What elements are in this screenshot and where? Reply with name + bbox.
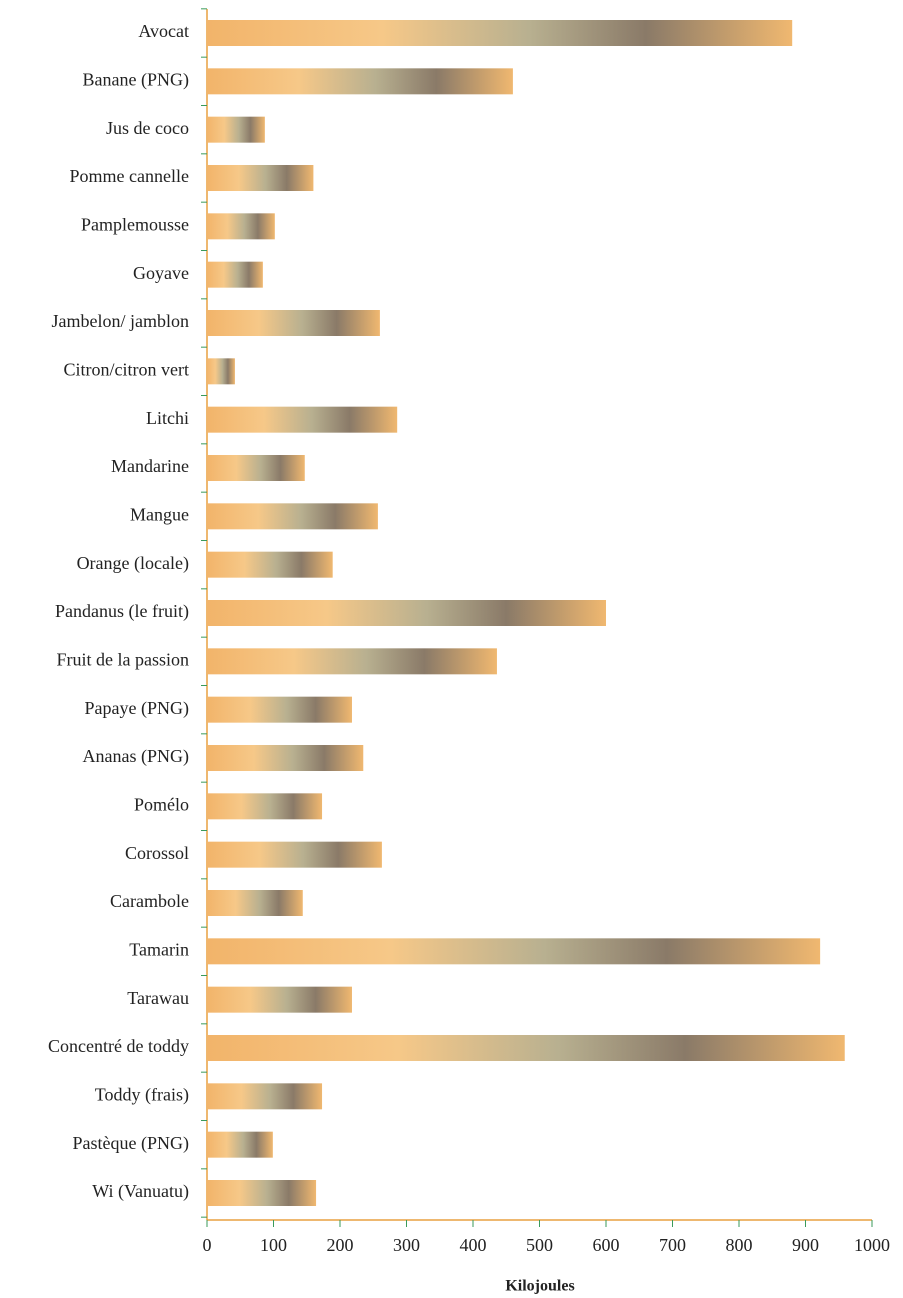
y-tick-label: Citron/citron vert	[64, 359, 189, 379]
bar	[207, 310, 380, 336]
bar	[207, 1131, 273, 1158]
bar	[207, 116, 265, 143]
bar	[207, 1083, 323, 1110]
y-tick-label: Pastèque (PNG)	[73, 1133, 189, 1154]
x-tick-label: 400	[460, 1235, 487, 1255]
bar	[207, 503, 378, 530]
bar	[207, 165, 314, 191]
y-tick-label: Orange (locale)	[77, 553, 189, 574]
bar	[207, 406, 398, 433]
x-tick-label: 1000	[854, 1235, 890, 1255]
y-tick-label: Litchi	[146, 408, 189, 428]
x-tick-label: 300	[393, 1235, 420, 1255]
y-tick-label: Avocat	[138, 21, 189, 41]
x-tick-label: 800	[726, 1235, 753, 1255]
bar	[207, 793, 323, 820]
bar	[207, 841, 382, 868]
y-tick-label: Pomélo	[134, 794, 189, 814]
bar	[207, 648, 497, 675]
bar	[207, 358, 235, 385]
y-tick-label: Papaye (PNG)	[85, 698, 189, 719]
bar	[207, 1180, 317, 1206]
bar	[207, 938, 821, 965]
y-tick-label: Wi (Vanuatu)	[92, 1181, 189, 1202]
y-tick-label: Carambole	[110, 891, 189, 911]
x-tick-label: 900	[792, 1235, 819, 1255]
bar	[207, 1035, 845, 1061]
x-tick-label: 500	[526, 1235, 553, 1255]
x-tick-label: 200	[327, 1235, 354, 1255]
x-axis-title: Kilojoules	[505, 1278, 574, 1295]
y-tick-label: Tamarin	[129, 939, 189, 959]
y-tick-label: Pomme cannelle	[70, 166, 189, 186]
y-tick-label: Toddy (frais)	[95, 1084, 189, 1105]
bar	[207, 745, 364, 771]
x-tick-label: 700	[659, 1235, 686, 1255]
y-tick-label: Jambelon/ jamblon	[52, 311, 189, 331]
x-tick-label: 0	[203, 1235, 212, 1255]
bar	[207, 213, 275, 240]
y-tick-label: Tarawau	[127, 988, 189, 1008]
bar	[207, 696, 352, 723]
y-tick-label: Jus de coco	[106, 118, 189, 138]
x-tick-label: 600	[593, 1235, 620, 1255]
y-tick-label: Mangue	[130, 504, 189, 524]
y-tick-label: Ananas (PNG)	[83, 746, 189, 767]
bar	[207, 890, 303, 916]
x-tick-label: 100	[260, 1235, 287, 1255]
y-tick-label: Pamplemousse	[81, 214, 189, 234]
bar	[207, 261, 263, 288]
bar	[207, 600, 606, 626]
y-tick-label: Mandarine	[111, 456, 189, 476]
y-tick-label: Corossol	[125, 843, 189, 863]
bar	[207, 20, 793, 46]
y-tick-label: Fruit de la passion	[57, 649, 190, 669]
y-tick-label: Goyave	[133, 263, 189, 283]
bar	[207, 551, 333, 578]
y-tick-label: Banane (PNG)	[83, 69, 189, 90]
y-tick-label: Concentré de toddy	[48, 1036, 189, 1056]
bar	[207, 986, 352, 1013]
bar	[207, 455, 305, 481]
y-tick-label: Pandanus (le fruit)	[55, 601, 189, 622]
bar	[207, 68, 513, 95]
